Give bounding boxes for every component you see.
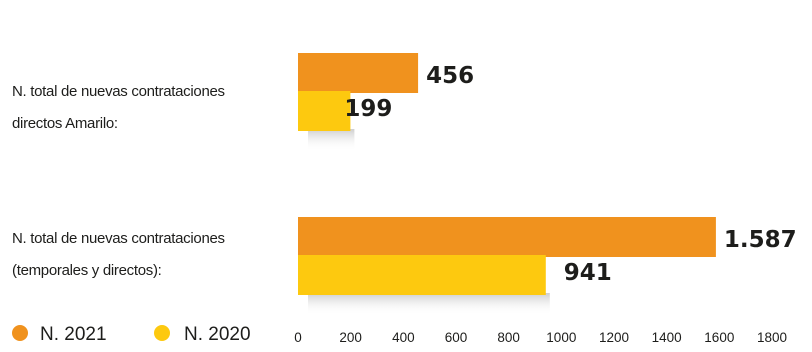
bar-shadows bbox=[308, 129, 550, 315]
bar-shadow bbox=[308, 293, 550, 315]
value-labels: 456 199 1.587 941 bbox=[344, 63, 796, 286]
category-label: directos Amarilo: bbox=[12, 115, 118, 132]
bar-value-label: 1.587 bbox=[724, 227, 797, 253]
bar bbox=[298, 53, 419, 93]
category-label: N. total de nuevas contrataciones bbox=[12, 83, 225, 100]
x-tick-label: 1400 bbox=[652, 330, 682, 345]
x-tick-label: 800 bbox=[497, 330, 520, 345]
x-tick-label: 1000 bbox=[546, 330, 576, 345]
x-tick-label: 1200 bbox=[599, 330, 629, 345]
x-tick-label: 400 bbox=[392, 330, 415, 345]
legend-label: N. 2021 bbox=[40, 324, 107, 345]
bar-value-label: 199 bbox=[344, 96, 392, 122]
category-label: (temporales y directos): bbox=[12, 262, 162, 279]
x-tick-label: 1600 bbox=[704, 330, 734, 345]
category-label: N. total de nuevas contrataciones bbox=[12, 230, 225, 247]
x-tick-label: 1800 bbox=[757, 330, 787, 345]
bar bbox=[298, 91, 351, 131]
legend: N. 2021 N. 2020 bbox=[12, 324, 251, 345]
bar-shadow bbox=[308, 129, 355, 151]
bar-value-label: 456 bbox=[426, 63, 474, 89]
x-tick-label: 600 bbox=[445, 330, 468, 345]
category-labels: N. total de nuevas contrataciones directo… bbox=[12, 83, 225, 279]
x-axis-ticks: 0 200 400 600 800 1000 1200 1400 1600 1800 bbox=[294, 330, 787, 345]
bar bbox=[298, 217, 716, 257]
legend-marker bbox=[154, 325, 170, 341]
legend-label: N. 2020 bbox=[184, 324, 251, 345]
x-tick-label: 200 bbox=[339, 330, 362, 345]
bar bbox=[298, 255, 546, 295]
legend-marker bbox=[12, 325, 28, 341]
x-tick-label: 0 bbox=[294, 330, 302, 345]
bar-value-label: 941 bbox=[564, 260, 612, 286]
bars bbox=[298, 53, 716, 295]
